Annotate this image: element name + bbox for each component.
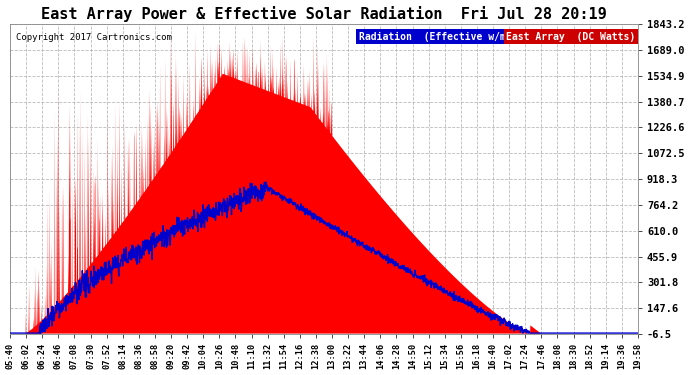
Text: Copyright 2017 Cartronics.com: Copyright 2017 Cartronics.com <box>17 33 172 42</box>
Title: East Array Power & Effective Solar Radiation  Fri Jul 28 20:19: East Array Power & Effective Solar Radia… <box>41 6 607 21</box>
Text: Radiation  (Effective w/m2): Radiation (Effective w/m2) <box>359 32 517 42</box>
Text: East Array  (DC Watts): East Array (DC Watts) <box>506 32 635 42</box>
